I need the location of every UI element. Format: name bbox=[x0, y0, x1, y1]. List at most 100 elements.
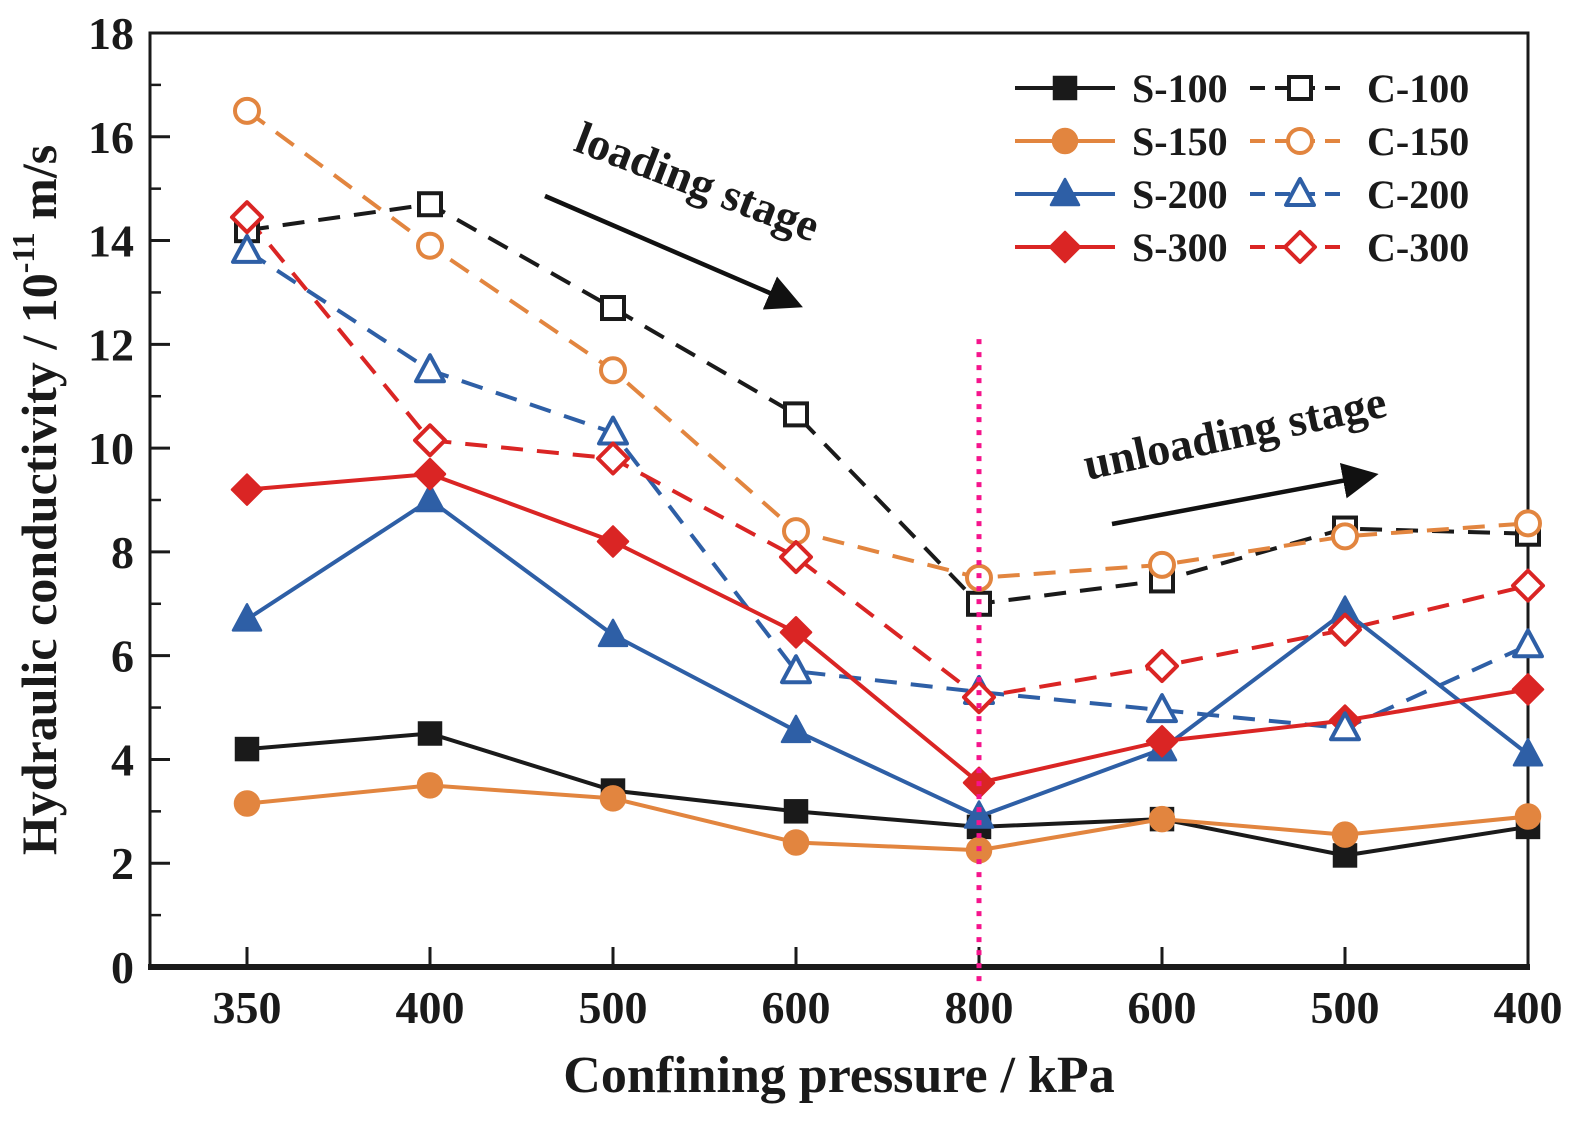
legend-marker-S-200 bbox=[1049, 177, 1081, 207]
legend-marker-S-300 bbox=[1048, 230, 1082, 264]
legend-marker-S-100 bbox=[1052, 75, 1078, 101]
marker-S-200 bbox=[963, 800, 995, 829]
marker-C-200 bbox=[1146, 693, 1178, 724]
x-tick-label: 400 bbox=[1494, 982, 1563, 1033]
marker-C-300 bbox=[230, 200, 264, 235]
annotation-arrow bbox=[544, 193, 803, 310]
marker-C-300 bbox=[413, 423, 447, 458]
marker-S-150 bbox=[233, 790, 261, 817]
legend-item-C-200: C-200 bbox=[1250, 172, 1469, 217]
x-tick-label: 600 bbox=[1128, 982, 1197, 1033]
series-line-C-200 bbox=[245, 249, 1529, 731]
series-line-S-300 bbox=[246, 472, 1529, 785]
marker-S-100 bbox=[783, 799, 809, 824]
marker-C-300 bbox=[1145, 649, 1179, 684]
marker-S-200 bbox=[780, 714, 812, 744]
y-tick-label: 4 bbox=[111, 734, 134, 785]
marker-S-150 bbox=[599, 785, 627, 812]
legend-label: C-150 bbox=[1367, 119, 1469, 164]
marker-S-300 bbox=[1511, 673, 1545, 706]
marker-S-150 bbox=[416, 772, 444, 799]
marker-S-200 bbox=[597, 618, 629, 648]
y-tick-label: 2 bbox=[111, 838, 134, 889]
marker-S-100 bbox=[417, 721, 443, 746]
y-tick-label: 8 bbox=[111, 527, 134, 578]
marker-C-300 bbox=[779, 540, 813, 575]
plot-area: 0 2 4 6 8 10 12 14 16 18 350 400 500 600 800 600 500 400 l… bbox=[88, 8, 1563, 1033]
x-tick-label: 500 bbox=[579, 982, 648, 1033]
y-tick-label: 18 bbox=[88, 8, 134, 59]
marker-C-300 bbox=[596, 441, 630, 476]
legend-item-S-200: S-200 bbox=[1015, 172, 1228, 217]
legend-label: S-150 bbox=[1132, 119, 1228, 164]
marker-C-200 bbox=[231, 233, 263, 264]
x-axis-title: Confining pressure / kPa bbox=[563, 1047, 1114, 1104]
x-axis: 350 400 500 600 800 600 500 400 bbox=[213, 947, 1563, 1033]
legend-item-S-150: S-150 bbox=[1015, 119, 1228, 164]
y-tick-label: 16 bbox=[88, 112, 134, 163]
marker-S-200 bbox=[414, 483, 446, 513]
series-line-C-150 bbox=[245, 109, 1529, 580]
marker-C-100 bbox=[417, 191, 443, 218]
marker-C-150 bbox=[416, 231, 444, 260]
legend-label: C-200 bbox=[1367, 172, 1469, 217]
series-markers-S-150 bbox=[233, 772, 1542, 864]
legend: S-100 S-150 S-200 S-300 C-100 C-150 C-200 C-300 bbox=[1015, 66, 1469, 270]
legend-marker-C-100 bbox=[1287, 75, 1313, 101]
marker-S-100 bbox=[234, 736, 260, 762]
marker-C-150 bbox=[1514, 509, 1542, 538]
marker-C-100 bbox=[600, 295, 626, 322]
marker-S-150 bbox=[1331, 821, 1359, 848]
series-line-S-200 bbox=[245, 497, 1530, 819]
legend-label: S-100 bbox=[1132, 66, 1228, 111]
y-tick-label: 6 bbox=[111, 631, 134, 682]
annotation-loading-stage: loading stage bbox=[544, 112, 827, 310]
series-markers-C-300 bbox=[230, 200, 1545, 715]
legend-label: C-300 bbox=[1367, 225, 1469, 270]
marker-C-200 bbox=[1512, 628, 1544, 659]
annotation-text: unloading stage bbox=[1079, 376, 1391, 490]
marker-C-200 bbox=[780, 654, 812, 685]
series-markers-C-150 bbox=[233, 96, 1542, 592]
marker-C-100 bbox=[783, 401, 809, 428]
annotation-unloading-stage: unloading stage bbox=[1079, 376, 1391, 527]
y-axis: 0 2 4 6 8 10 12 14 16 18 bbox=[88, 8, 170, 993]
legend-item-S-300: S-300 bbox=[1015, 225, 1228, 270]
marker-C-300 bbox=[962, 680, 996, 715]
series-line-S-150 bbox=[246, 783, 1529, 853]
marker-S-300 bbox=[596, 525, 630, 558]
marker-S-200 bbox=[231, 603, 263, 632]
marker-S-300 bbox=[230, 473, 264, 506]
legend-item-S-100: S-100 bbox=[1015, 66, 1228, 111]
x-tick-label: 400 bbox=[396, 982, 465, 1033]
marker-C-150 bbox=[233, 96, 261, 125]
legend-item-C-150: C-150 bbox=[1250, 119, 1469, 164]
marker-S-300 bbox=[1145, 725, 1179, 758]
marker-S-300 bbox=[413, 457, 447, 491]
marker-C-300 bbox=[1511, 568, 1545, 603]
series-markers-S-300 bbox=[230, 457, 1545, 800]
legend-marker-C-200 bbox=[1284, 177, 1316, 207]
plot-frame bbox=[148, 31, 1530, 970]
legend-label: C-100 bbox=[1367, 66, 1469, 111]
series-line-S-100 bbox=[246, 731, 1529, 858]
x-tick-label: 800 bbox=[945, 982, 1014, 1033]
y-tick-label: 0 bbox=[111, 942, 134, 993]
x-tick-label: 500 bbox=[1311, 982, 1380, 1033]
legend-item-C-100: C-100 bbox=[1250, 66, 1469, 111]
x-tick-label: 350 bbox=[213, 982, 282, 1033]
series-line-C-100 bbox=[246, 202, 1529, 606]
marker-S-200 bbox=[1512, 738, 1544, 767]
marker-C-200 bbox=[1329, 711, 1361, 742]
legend-marker-S-150 bbox=[1051, 127, 1079, 155]
marker-C-150 bbox=[782, 517, 810, 546]
y-tick-label: 14 bbox=[88, 216, 134, 267]
y-tick-label: 12 bbox=[88, 319, 134, 370]
legend-marker-C-150 bbox=[1286, 127, 1314, 155]
y-tick-label: 10 bbox=[88, 423, 134, 474]
legend-item-C-300: C-300 bbox=[1250, 225, 1469, 270]
series-line-C-300 bbox=[245, 215, 1529, 700]
legend-marker-C-300 bbox=[1283, 230, 1317, 264]
